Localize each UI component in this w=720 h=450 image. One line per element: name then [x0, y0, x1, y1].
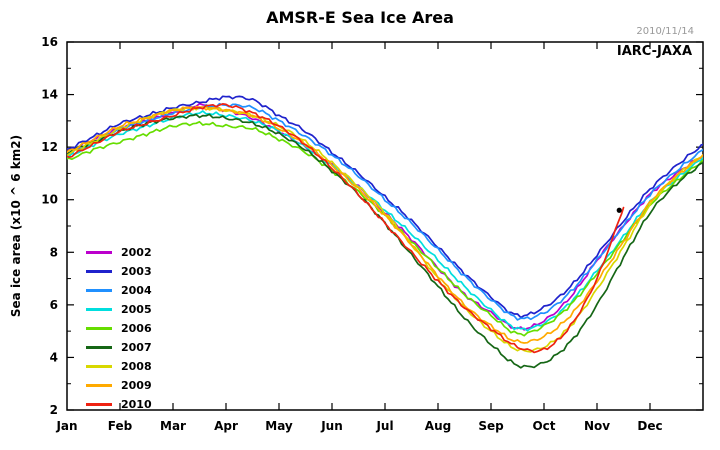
- legend: 2002 2003 2004 2005 2006 2007 2008 2009 2010: [86, 243, 152, 414]
- legend-label-2009: 2009: [121, 379, 152, 392]
- legend-swatch-2008: [86, 365, 112, 368]
- y-tick-label: 6: [50, 298, 58, 312]
- chart-title: AMSR-E Sea Ice Area: [266, 8, 454, 27]
- series-line-2005: [67, 110, 703, 332]
- x-tick-label: Sep: [478, 419, 504, 433]
- x-tick-label: Dec: [637, 419, 662, 433]
- date-stamp: 2010/11/14: [636, 26, 694, 37]
- x-tick-label: Jun: [320, 419, 343, 433]
- series-line-2002: [67, 102, 703, 331]
- x-tick-label: Aug: [425, 419, 451, 433]
- legend-item-2006: 2006: [86, 319, 152, 338]
- legend-item-2005: 2005: [86, 300, 152, 319]
- x-tick-label: Mar: [160, 419, 186, 433]
- y-tick-label: 16: [41, 35, 58, 49]
- x-tick-label: Jan: [55, 419, 77, 433]
- y-tick-label: 8: [50, 245, 58, 259]
- legend-swatch-2010: [86, 403, 112, 406]
- y-tick-label: 10: [41, 193, 58, 207]
- x-tick-label: Oct: [532, 419, 555, 433]
- legend-item-2007: 2007: [86, 338, 152, 357]
- y-tick-label: 2: [50, 403, 58, 417]
- legend-item-2009: 2009: [86, 376, 152, 395]
- legend-item-2004: 2004: [86, 281, 152, 300]
- legend-item-2008: 2008: [86, 357, 152, 376]
- legend-swatch-2006: [86, 327, 112, 330]
- legend-label-2010: 2010: [121, 398, 152, 411]
- legend-label-2005: 2005: [121, 303, 152, 316]
- legend-label-2008: 2008: [121, 360, 152, 373]
- legend-swatch-2005: [86, 308, 112, 311]
- x-tick-label: Apr: [214, 419, 238, 433]
- x-tick-label: May: [265, 419, 293, 433]
- latest-point-marker: [616, 207, 622, 213]
- series-line-2009: [67, 105, 703, 344]
- legend-swatch-2004: [86, 289, 112, 292]
- legend-swatch-2007: [86, 346, 112, 349]
- legend-item-2010: 2010: [86, 395, 152, 414]
- legend-label-2006: 2006: [121, 322, 152, 335]
- series-line-2003: [67, 95, 703, 319]
- x-tick-label: Jul: [375, 419, 393, 433]
- series-line-2010: [67, 103, 625, 354]
- x-tick-label: Feb: [108, 419, 133, 433]
- source-label: IARC-JAXA: [616, 44, 692, 59]
- plot-frame: [66, 41, 704, 411]
- legend-item-2003: 2003: [86, 262, 152, 281]
- legend-label-2004: 2004: [121, 284, 152, 297]
- y-tick-label: 12: [41, 140, 58, 154]
- legend-item-2002: 2002: [86, 243, 152, 262]
- series-line-2008: [67, 105, 703, 353]
- series-line-2006: [67, 120, 703, 337]
- y-tick-label: 14: [41, 88, 58, 102]
- legend-swatch-2003: [86, 270, 112, 273]
- legend-label-2007: 2007: [121, 341, 152, 354]
- legend-swatch-2009: [86, 384, 112, 387]
- legend-swatch-2002: [86, 251, 112, 254]
- legend-label-2003: 2003: [121, 265, 152, 278]
- series-line-2004: [67, 102, 703, 321]
- series-group: [67, 95, 703, 369]
- y-tick-label: 4: [50, 350, 58, 364]
- x-tick-label: Nov: [584, 419, 610, 433]
- legend-label-2002: 2002: [121, 246, 152, 259]
